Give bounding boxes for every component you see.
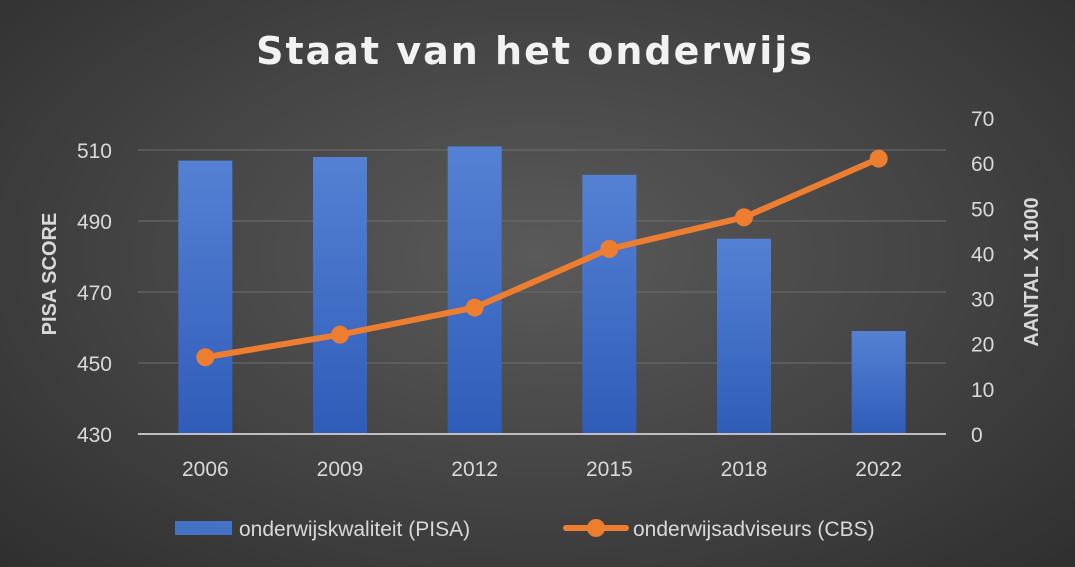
bar — [582, 174, 637, 434]
bar-series — [178, 146, 906, 435]
y2-tick-label: 20 — [971, 334, 994, 357]
axes: 430 450 470 490 510 0 10 20 30 40 50 60 70 2006 2009 20… — [77, 108, 994, 481]
x-tick-label: 2022 — [855, 458, 902, 481]
y2-tick-label: 50 — [971, 198, 994, 221]
x-tick-label: 2009 — [317, 458, 364, 481]
y2-tick-label: 0 — [971, 424, 983, 447]
y2-tick-label: 60 — [971, 153, 994, 176]
chart-title: Staat van het onderwijs — [256, 29, 814, 73]
x-tick-label: 2018 — [721, 458, 768, 481]
bar — [313, 157, 367, 434]
x-tick-label: 2015 — [586, 458, 633, 481]
legend: onderwijskwaliteit (PISA) onderwijsadvise… — [175, 518, 875, 541]
y2-tick-label: 40 — [971, 243, 994, 266]
line-point — [869, 149, 888, 168]
bar — [178, 160, 233, 434]
bar — [717, 238, 771, 434]
line-point — [465, 298, 484, 317]
y-tick-label: 470 — [77, 282, 112, 305]
x-tick-label: 2012 — [451, 458, 498, 481]
y2-tick-label: 30 — [971, 289, 994, 312]
y2-tick-label: 10 — [971, 379, 994, 402]
y-tick-label: 490 — [77, 211, 112, 234]
line-series — [196, 149, 888, 367]
x-tick-label: 2006 — [182, 458, 229, 481]
y-tick-label: 510 — [77, 140, 112, 163]
y-tick-label: 450 — [77, 353, 112, 376]
legend-bar-swatch — [175, 521, 232, 535]
line-point — [196, 348, 215, 367]
series-line — [202, 155, 882, 361]
bar — [447, 146, 502, 435]
y-tick-label: 430 — [77, 424, 112, 447]
y-axis-label: PISA SCORE — [39, 213, 61, 336]
y2-tick-label: 70 — [971, 108, 994, 131]
line-point — [331, 325, 349, 344]
legend-label-cbs: onderwijsadviseurs (CBS) — [633, 518, 875, 541]
legend-label-pisa: onderwijskwaliteit (PISA) — [239, 518, 470, 541]
bar — [851, 331, 906, 434]
line-point — [600, 239, 619, 258]
gridlines — [138, 149, 946, 364]
legend-line-marker — [587, 519, 605, 537]
y2-axis-label: AANTAL X 1000 — [1021, 197, 1043, 346]
line-point — [735, 208, 753, 227]
